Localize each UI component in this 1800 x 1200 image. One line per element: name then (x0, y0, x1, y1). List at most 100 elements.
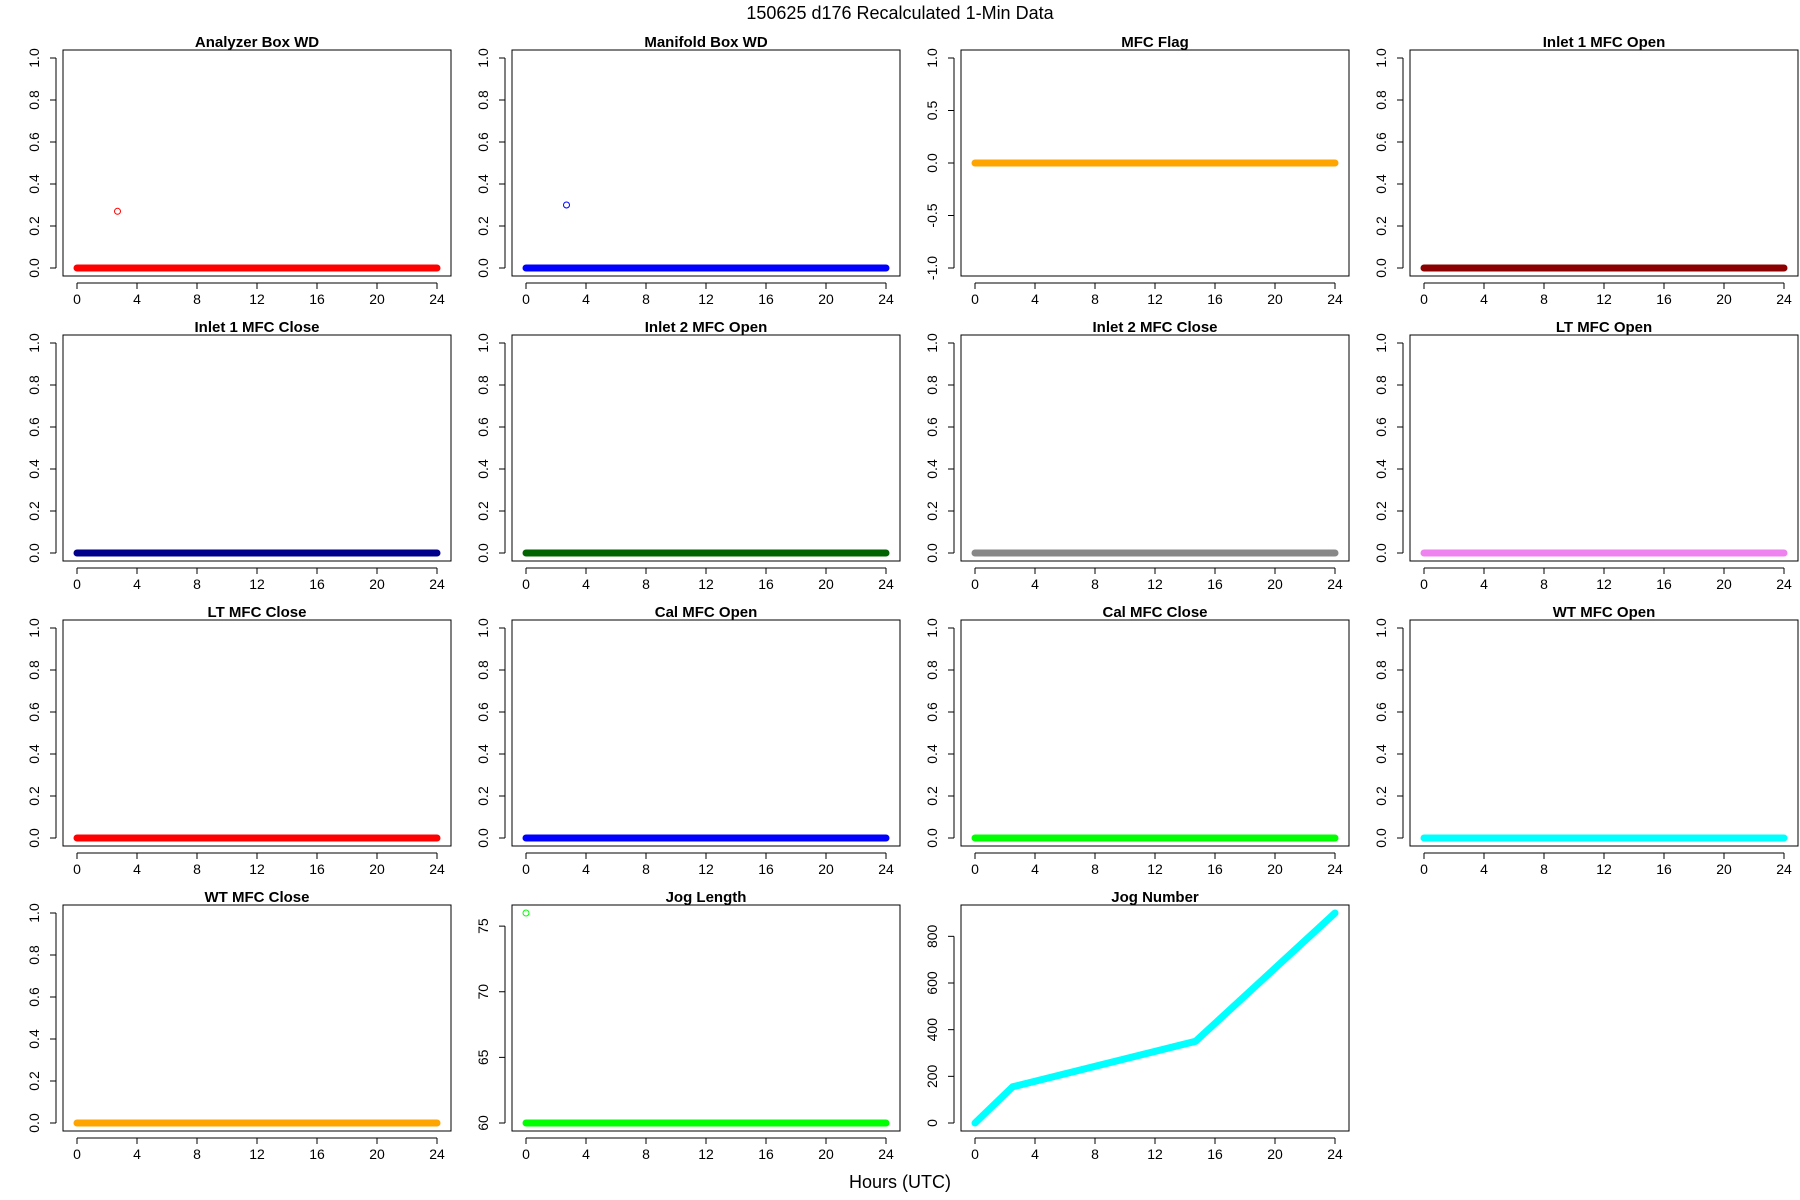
y-tick-label: 800 (924, 924, 940, 948)
plot-frame (960, 334, 1350, 562)
y-tick-label: 0.4 (26, 459, 42, 479)
x-tick-label: 0 (73, 861, 81, 877)
x-tick-label: 4 (1480, 291, 1488, 307)
y-tick-label: 0.4 (26, 744, 42, 764)
x-tick-label: 8 (642, 576, 650, 592)
plot-frame (1409, 619, 1799, 847)
data-point (522, 909, 530, 917)
y-tick-label: 0.4 (475, 174, 491, 194)
y-tick-label: 1.0 (1373, 48, 1389, 68)
y-tick-label: 1.0 (475, 48, 491, 68)
y-tick-label: 0.8 (26, 945, 42, 965)
y-tick-label: 0.2 (924, 786, 940, 806)
x-tick-label: 4 (133, 576, 141, 592)
x-tick-label: 12 (249, 1146, 265, 1162)
panel-title: LT MFC Close (208, 604, 307, 621)
x-tick-label: 12 (698, 1146, 714, 1162)
panel-title: Inlet 2 MFC Close (1092, 319, 1217, 336)
y-tick-label: -0.5 (924, 203, 940, 227)
plot-frame (511, 334, 901, 562)
y-tick-label: 0.6 (26, 132, 42, 152)
x-tick-label: 0 (1420, 861, 1428, 877)
x-tick-label: 4 (1480, 576, 1488, 592)
x-tick-label: 12 (1596, 576, 1612, 592)
y-tick-label: 0.0 (1373, 828, 1389, 848)
y-tick-label: 0.4 (26, 1029, 42, 1049)
x-tick-label: 8 (642, 861, 650, 877)
y-tick-label: 1.0 (26, 48, 42, 68)
x-tick-label: 20 (369, 576, 385, 592)
panel-title: Inlet 1 MFC Close (194, 319, 319, 336)
y-tick-label: 0.6 (26, 702, 42, 722)
x-tick-label: 24 (878, 576, 894, 592)
x-tick-label: 24 (1776, 291, 1792, 307)
y-tick-label: 0.2 (475, 216, 491, 236)
panel-title: Jog Length (666, 889, 747, 906)
x-tick-label: 8 (1091, 861, 1099, 877)
panel-title: Cal MFC Close (1102, 604, 1207, 621)
y-tick-label: 0.0 (475, 828, 491, 848)
y-tick-label: 1.0 (1373, 618, 1389, 638)
x-tick-label: 0 (971, 861, 979, 877)
y-tick-label: 0.8 (924, 660, 940, 680)
y-tick-label: 0.8 (475, 90, 491, 110)
y-tick-label: 1.0 (924, 48, 940, 68)
y-tick-label: 65 (475, 1049, 491, 1065)
x-tick-label: 16 (1207, 1146, 1223, 1162)
data-point (563, 201, 570, 209)
y-tick-label: 1.0 (475, 333, 491, 353)
x-tick-label: 20 (818, 576, 834, 592)
x-tick-label: 4 (133, 861, 141, 877)
x-tick-label: 16 (309, 861, 325, 877)
x-tick-label: 20 (1716, 291, 1732, 307)
x-tick-label: 16 (758, 576, 774, 592)
x-tick-label: 0 (73, 1146, 81, 1162)
panel-12: WT MFC Open 0 4 8 12 16 20 24 0.0 0.2 0.4 0.6 0.8 1.0 (1373, 604, 1799, 877)
y-tick-label: 75 (475, 918, 491, 934)
x-tick-label: 20 (818, 1146, 834, 1162)
y-tick-label: 0.2 (475, 501, 491, 521)
panel-9: LT MFC Close 0 4 8 12 16 20 24 0.0 0.2 0.4 0.6 0.8 1.… (26, 604, 452, 877)
y-tick-label: 0.2 (475, 786, 491, 806)
x-tick-label: 8 (193, 861, 201, 877)
y-tick-label: 1.0 (924, 333, 940, 353)
plot-frame (511, 619, 901, 847)
x-tick-label: 8 (1091, 291, 1099, 307)
x-tick-label: 4 (1031, 861, 1039, 877)
x-tick-label: 4 (1031, 576, 1039, 592)
y-tick-label: 1.0 (1373, 333, 1389, 353)
plot-frame (960, 49, 1350, 277)
x-tick-label: 12 (1147, 291, 1163, 307)
x-tick-label: 4 (582, 576, 590, 592)
x-tick-label: 8 (193, 291, 201, 307)
x-tick-label: 0 (73, 576, 81, 592)
x-tick-label: 4 (133, 291, 141, 307)
data-point (114, 207, 121, 215)
x-tick-label: 24 (429, 1146, 445, 1162)
plot-frame (1409, 49, 1799, 277)
y-tick-label: 0.4 (1373, 744, 1389, 764)
x-tick-label: 4 (582, 861, 590, 877)
y-tick-label: 0.0 (1373, 258, 1389, 278)
panel-title: MFC Flag (1121, 34, 1189, 51)
panel-title: WT MFC Close (205, 889, 310, 906)
x-axis-label: Hours (UTC) (849, 1172, 951, 1192)
x-tick-label: 20 (1267, 291, 1283, 307)
y-tick-label: 0.2 (1373, 501, 1389, 521)
y-tick-label: 0.6 (475, 702, 491, 722)
x-tick-label: 24 (1327, 576, 1343, 592)
x-tick-label: 4 (582, 291, 590, 307)
x-tick-label: 20 (1716, 861, 1732, 877)
y-tick-label: 0.0 (924, 828, 940, 848)
x-tick-label: 16 (1656, 291, 1672, 307)
x-tick-label: 4 (1031, 1146, 1039, 1162)
y-tick-label: 0.0 (1373, 543, 1389, 563)
x-tick-label: 16 (309, 576, 325, 592)
y-tick-label: 0.6 (1373, 417, 1389, 437)
y-tick-label: 0.8 (1373, 375, 1389, 395)
y-tick-label: 0.8 (924, 375, 940, 395)
x-tick-label: 0 (522, 1146, 530, 1162)
panels: Analyzer Box WD 0 4 8 12 16 20 24 0.0 0.2 0.4 0.6 0.… (26, 34, 1799, 1162)
x-tick-label: 20 (1716, 576, 1732, 592)
